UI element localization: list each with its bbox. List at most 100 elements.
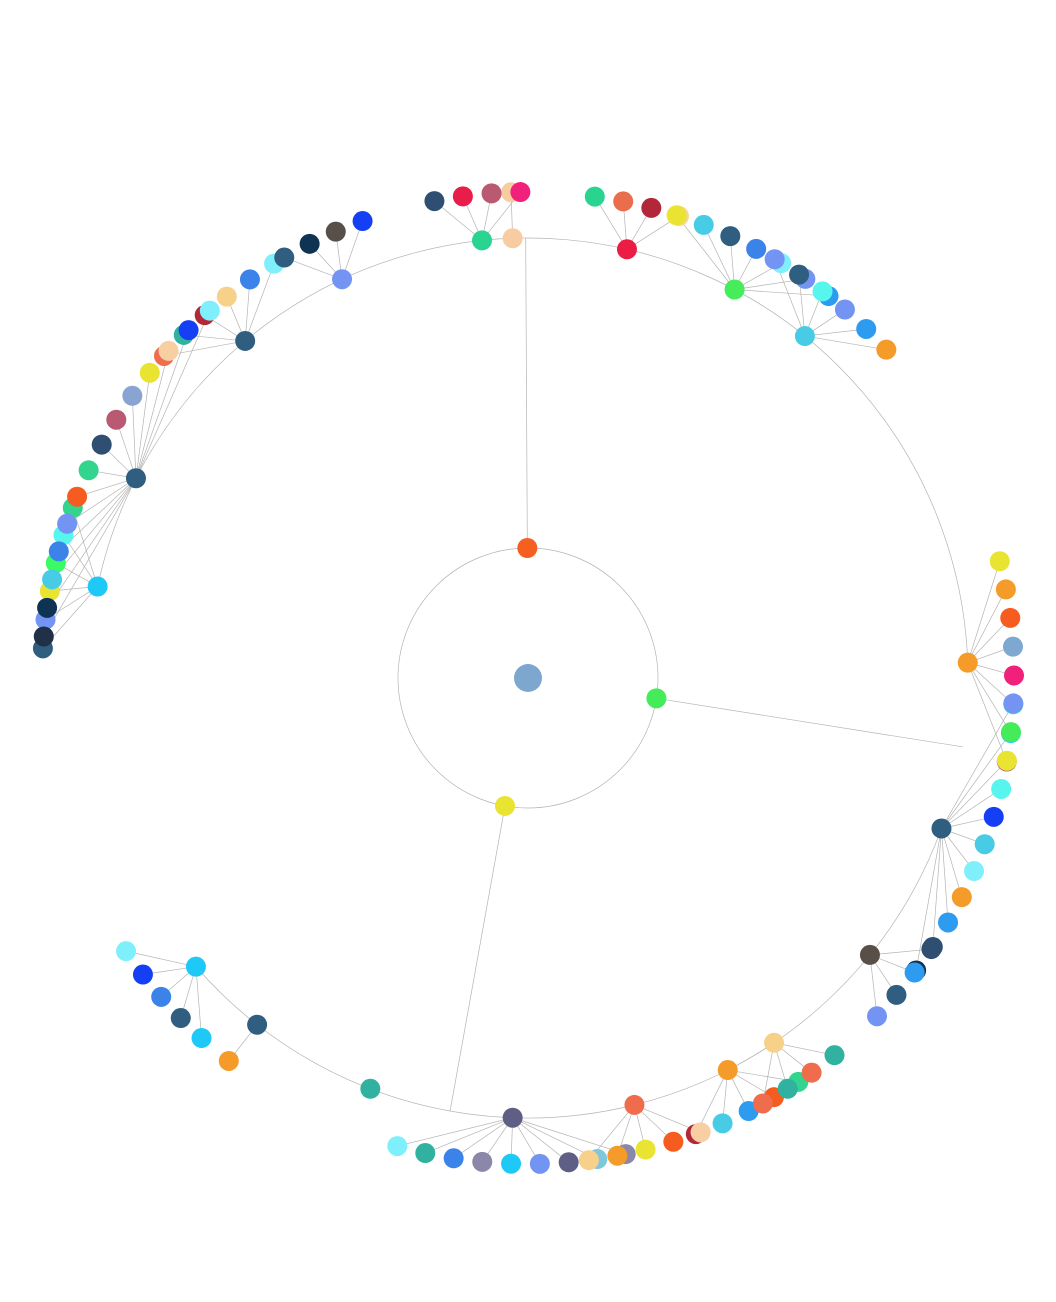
child-node[interactable] [617,239,637,259]
child-node[interactable] [247,1015,267,1035]
leaf-node[interactable] [789,265,809,285]
leaf-node[interactable] [1001,722,1021,742]
leaf-node[interactable] [353,211,373,231]
leaf-node[interactable] [996,579,1016,599]
leaf-node[interactable] [444,1148,464,1168]
child-node[interactable] [503,1108,523,1128]
child-node[interactable] [624,1095,644,1115]
leaf-node[interactable] [667,205,687,225]
leaf-node[interactable] [585,187,605,207]
leaf-node[interactable] [453,186,473,206]
leaf-node[interactable] [975,834,995,854]
leaf-node[interactable] [387,1136,407,1156]
leaf-node[interactable] [691,1122,711,1142]
leaf-node[interactable] [133,965,153,985]
leaf-node[interactable] [274,248,294,268]
leaf-node[interactable] [92,435,112,455]
child-node[interactable] [332,269,352,289]
leaf-node[interactable] [856,319,876,339]
leaf-node[interactable] [140,363,160,383]
child-node[interactable] [795,326,815,346]
leaf-node[interactable] [641,198,661,218]
leaf-node[interactable] [510,182,530,202]
root-node[interactable] [514,664,542,692]
child-node[interactable] [718,1060,738,1080]
leaf-node[interactable] [938,912,958,932]
leaf-node[interactable] [57,514,77,534]
leaf-node[interactable] [905,963,925,983]
child-node[interactable] [931,818,951,838]
branch-node[interactable] [517,538,537,558]
leaf-node[interactable] [886,985,906,1005]
child-node[interactable] [503,228,523,248]
leaf-node[interactable] [179,320,199,340]
leaf-node[interactable] [200,301,220,321]
child-node[interactable] [725,280,745,300]
leaf-node[interactable] [217,287,237,307]
leaf-node[interactable] [326,222,346,242]
leaf-node[interactable] [607,1146,627,1166]
leaf-node[interactable] [1003,693,1023,713]
leaf-node[interactable] [106,410,126,430]
leaf-node[interactable] [694,215,714,235]
leaf-node[interactable] [501,1154,521,1174]
leaf-node[interactable] [240,269,260,289]
leaf-node[interactable] [636,1140,656,1160]
leaf-node[interactable] [952,887,972,907]
leaf-node[interactable] [34,626,54,646]
child-node[interactable] [764,1033,784,1053]
leaf-node[interactable] [559,1152,579,1172]
leaf-node[interactable] [37,598,57,618]
leaf-node[interactable] [720,226,740,246]
leaf-node[interactable] [482,183,502,203]
leaf-node[interactable] [472,1152,492,1172]
leaf-node[interactable] [825,1045,845,1065]
leaf-node[interactable] [921,939,941,959]
leaf-node[interactable] [300,234,320,254]
leaf-node[interactable] [79,460,99,480]
leaf-node[interactable] [964,861,984,881]
leaf-node[interactable] [1003,637,1023,657]
leaf-node[interactable] [713,1113,733,1133]
leaf-node[interactable] [802,1063,822,1083]
leaf-node[interactable] [171,1008,191,1028]
leaf-node[interactable] [151,987,171,1007]
leaf-node[interactable] [991,779,1011,799]
child-node[interactable] [235,331,255,351]
leaf-node[interactable] [1004,665,1024,685]
child-node[interactable] [958,653,978,673]
branch-node[interactable] [495,796,515,816]
leaf-node[interactable] [116,941,136,961]
leaf-node[interactable] [765,249,785,269]
leaf-node[interactable] [813,281,833,301]
leaf-node[interactable] [984,807,1004,827]
leaf-node[interactable] [192,1028,212,1048]
child-node[interactable] [186,957,206,977]
leaf-node[interactable] [122,386,142,406]
leaf-node[interactable] [219,1051,239,1071]
leaf-node[interactable] [579,1150,599,1170]
leaf-node[interactable] [1000,608,1020,628]
leaf-node[interactable] [835,300,855,320]
leaf-node[interactable] [530,1154,550,1174]
child-node[interactable] [360,1079,380,1099]
child-node[interactable] [88,577,108,597]
leaf-node[interactable] [663,1132,683,1152]
branch-node[interactable] [646,688,666,708]
leaf-node[interactable] [424,191,444,211]
leaf-node[interactable] [997,751,1017,771]
child-node[interactable] [472,230,492,250]
leaf-node[interactable] [753,1093,773,1113]
leaf-node[interactable] [49,541,69,561]
leaf-node[interactable] [415,1143,435,1163]
leaf-node[interactable] [67,487,87,507]
leaf-node[interactable] [613,191,633,211]
leaf-node[interactable] [42,569,62,589]
leaf-node[interactable] [159,341,179,361]
leaf-node[interactable] [746,239,766,259]
leaf-node[interactable] [876,340,896,360]
leaf-node[interactable] [990,551,1010,571]
child-node[interactable] [126,468,146,488]
leaf-node[interactable] [778,1079,798,1099]
child-node[interactable] [860,945,880,965]
